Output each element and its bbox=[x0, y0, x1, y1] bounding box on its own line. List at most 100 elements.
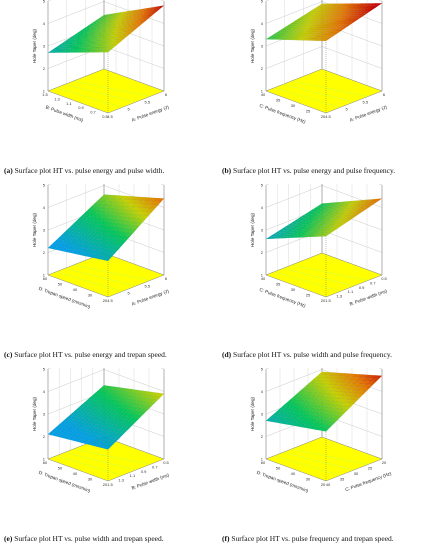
caption-text: Surface plot HT vs. pulse width and puls… bbox=[231, 350, 392, 359]
surface-cell bbox=[67, 436, 75, 441]
surface-cell bbox=[93, 431, 101, 436]
surface-cell bbox=[70, 45, 78, 49]
surface-cell bbox=[76, 417, 84, 421]
z-axis-label: Hole Taper (deg) bbox=[250, 212, 255, 247]
surface-cell bbox=[67, 43, 75, 47]
surface-cell bbox=[279, 420, 286, 424]
surface-cell bbox=[115, 23, 123, 27]
surface-cell bbox=[307, 219, 315, 223]
surface-cell bbox=[108, 22, 116, 26]
surface-cell bbox=[298, 235, 307, 238]
surface-cell bbox=[88, 399, 96, 403]
z-tick-label: 4 bbox=[43, 389, 46, 394]
floor-contour-line bbox=[64, 268, 137, 287]
surface-cell bbox=[110, 44, 118, 48]
surface-cell bbox=[104, 398, 112, 403]
surface-cell bbox=[51, 50, 59, 53]
z-tick-label: 5 bbox=[43, 184, 46, 187]
surface-cell bbox=[320, 396, 328, 401]
x-axis-label: A: Pulse energy (J) bbox=[131, 288, 170, 306]
z-tick-label: 2 bbox=[261, 434, 264, 439]
surface-cell bbox=[84, 252, 92, 257]
floor-contour-line bbox=[56, 87, 123, 108]
surface-cell bbox=[118, 21, 126, 25]
response-surface bbox=[265, 3, 383, 42]
surface-cell bbox=[299, 423, 306, 428]
surface-cell bbox=[324, 226, 332, 229]
z-tick-label: 1 bbox=[43, 456, 46, 461]
surface-cell bbox=[338, 412, 345, 417]
surface-cell bbox=[320, 222, 329, 226]
z-tick-label: 2 bbox=[43, 66, 46, 71]
surface-cell bbox=[284, 404, 292, 409]
figure-caption: (b) Surface plot HT vs. pulse energy and… bbox=[222, 166, 434, 175]
surface-cell bbox=[88, 213, 96, 217]
surface-cell bbox=[318, 232, 326, 235]
surface-cell bbox=[96, 425, 104, 429]
z-tick-label: 4 bbox=[261, 21, 264, 26]
surface-cell bbox=[100, 385, 108, 389]
surface-cell bbox=[304, 404, 312, 408]
caption-text: Surface plot HT vs. pulse energy and pul… bbox=[231, 166, 396, 175]
y-tick-label: 40 bbox=[261, 276, 266, 281]
surface-cell bbox=[154, 201, 162, 206]
y-tick-label: 60 bbox=[261, 460, 266, 465]
z-tick-label: 3 bbox=[43, 43, 46, 48]
surface-cell bbox=[94, 393, 102, 398]
surface-cell bbox=[119, 223, 126, 228]
surface-cell bbox=[116, 235, 124, 240]
surface-cell bbox=[325, 231, 333, 235]
surface-cell bbox=[82, 415, 90, 419]
surface-cell bbox=[95, 25, 103, 29]
surface-cell bbox=[304, 223, 312, 227]
surface-cell bbox=[67, 241, 75, 246]
surface-cell bbox=[338, 5, 346, 8]
surface-cell bbox=[320, 23, 328, 27]
z-tick-label: 4 bbox=[43, 21, 46, 26]
surface-cell bbox=[303, 388, 311, 392]
surface-cell bbox=[114, 397, 122, 401]
surface-cell bbox=[317, 19, 325, 22]
surface-cell bbox=[331, 223, 339, 227]
surface-cell bbox=[94, 442, 102, 448]
surface-cell bbox=[331, 407, 338, 412]
surface-cell bbox=[104, 256, 112, 262]
surface-cell bbox=[103, 37, 111, 41]
surface-cell bbox=[372, 378, 380, 383]
z-axis-label: Hole Taper (deg) bbox=[32, 396, 37, 431]
surface-cell bbox=[107, 438, 115, 443]
surface-cell bbox=[336, 13, 344, 16]
surface-cell bbox=[303, 213, 310, 216]
surface-cell bbox=[108, 26, 116, 30]
surface-cell bbox=[72, 409, 80, 414]
surface-cell bbox=[328, 421, 336, 426]
surface-cell bbox=[76, 228, 84, 233]
surface-cell bbox=[88, 209, 96, 214]
surface-cell bbox=[102, 415, 110, 420]
surface-cell bbox=[300, 394, 308, 398]
surface-cell bbox=[312, 380, 320, 384]
floor-contour-line bbox=[274, 271, 341, 292]
surface-cell bbox=[57, 430, 65, 435]
surface-cell bbox=[70, 426, 78, 431]
surface-cell bbox=[309, 379, 317, 384]
surface-cell bbox=[304, 25, 312, 28]
surface-plot-panel: 1 2 3 4 5 Hole Taper (deg) 1.5 1.3 1.1 0.9 0.7 0.5 B… bbox=[0, 368, 218, 551]
surface-cell bbox=[295, 416, 303, 420]
surface-cell bbox=[297, 220, 305, 223]
surface-cell bbox=[110, 249, 118, 255]
surface-cell bbox=[117, 195, 125, 200]
surface-cell bbox=[309, 38, 317, 41]
surface-cell bbox=[330, 222, 339, 225]
surface-cell bbox=[338, 372, 346, 377]
surface-cell bbox=[116, 34, 124, 38]
y-tick-label: 20 bbox=[321, 482, 326, 487]
surface-cell bbox=[288, 235, 297, 239]
surface-cell bbox=[104, 395, 112, 400]
x-tick-label: 0.9 bbox=[359, 285, 365, 290]
surface-cell bbox=[312, 425, 320, 430]
surface-cell bbox=[135, 19, 143, 23]
y-tick-label: 25 bbox=[306, 109, 311, 114]
surface-cell bbox=[323, 209, 330, 213]
surface-cell bbox=[50, 48, 58, 51]
